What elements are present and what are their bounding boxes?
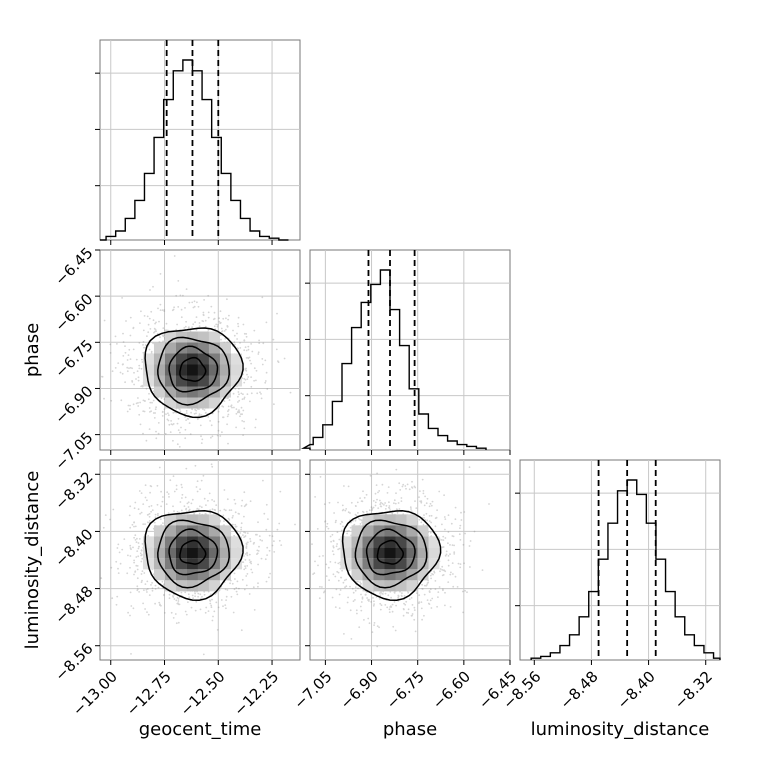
- panel-frame: [99, 39, 301, 241]
- contour-3: [341, 510, 442, 601]
- x-axis-label-phase: phase: [383, 719, 437, 740]
- hist-panel-geocent_time: [95, 39, 301, 245]
- contour-2: [157, 519, 230, 589]
- contour-0: [376, 539, 404, 565]
- y-tick-label-phase: −6.90: [51, 382, 96, 427]
- x-tick-label-luminosity_distance: −8.40: [614, 668, 659, 713]
- scatter-panel-geocent_time-luminosity_distance: [95, 459, 301, 665]
- y-axis-label-luminosity_distance: luminosity_distance: [22, 471, 43, 650]
- x-tick-label-geocent_time: −12.75: [123, 668, 175, 720]
- x-tick-label-luminosity_distance: −8.48: [556, 668, 601, 713]
- hist-panel-luminosity_distance: [515, 459, 721, 665]
- y-tick-label-phase: −6.60: [51, 290, 96, 335]
- x-axis-label-geocent_time: geocent_time: [139, 719, 262, 740]
- x-tick-label-phase: −6.60: [429, 668, 474, 713]
- x-tick-label-geocent_time: −12.25: [230, 668, 282, 720]
- contour-1: [365, 528, 416, 576]
- x-axis-label-luminosity_distance: luminosity_distance: [531, 719, 710, 740]
- contour-1: [168, 345, 219, 393]
- hist-panel-phase: [300, 249, 511, 455]
- scatter-panel-geocent_time-phase: [95, 249, 301, 455]
- panel-frame: [309, 249, 511, 451]
- histogram-phase: [300, 269, 487, 450]
- contour-3: [144, 327, 244, 419]
- y-tick-label-luminosity_distance: −8.56: [51, 640, 96, 685]
- contour-2: [157, 336, 230, 406]
- x-tick-label-luminosity_distance: −8.32: [671, 668, 716, 713]
- contour-2: [354, 519, 428, 589]
- x-tick-label-geocent_time: −13.00: [69, 668, 121, 720]
- contour-0: [179, 356, 207, 382]
- y-tick-label-phase: −6.45: [51, 244, 96, 289]
- x-tick-label-phase: −7.05: [290, 668, 335, 713]
- contour-1: [168, 528, 219, 576]
- y-tick-label-phase: −6.75: [51, 336, 96, 381]
- contour-0: [179, 539, 207, 565]
- y-tick-label-luminosity_distance: −8.48: [51, 582, 96, 627]
- contour-3: [144, 510, 244, 601]
- y-tick-label-luminosity_distance: −8.32: [51, 468, 96, 513]
- y-tick-label-phase: −7.05: [51, 428, 96, 473]
- x-tick-label-geocent_time: −12.50: [177, 668, 229, 720]
- y-axis-label-phase: phase: [22, 323, 43, 377]
- x-tick-label-phase: −6.75: [383, 668, 428, 713]
- x-tick-label-phase: −6.90: [337, 668, 382, 713]
- panel-frame: [519, 459, 721, 661]
- scatter-panel-phase-luminosity_distance: [305, 459, 511, 665]
- y-tick-label-luminosity_distance: −8.40: [51, 525, 96, 570]
